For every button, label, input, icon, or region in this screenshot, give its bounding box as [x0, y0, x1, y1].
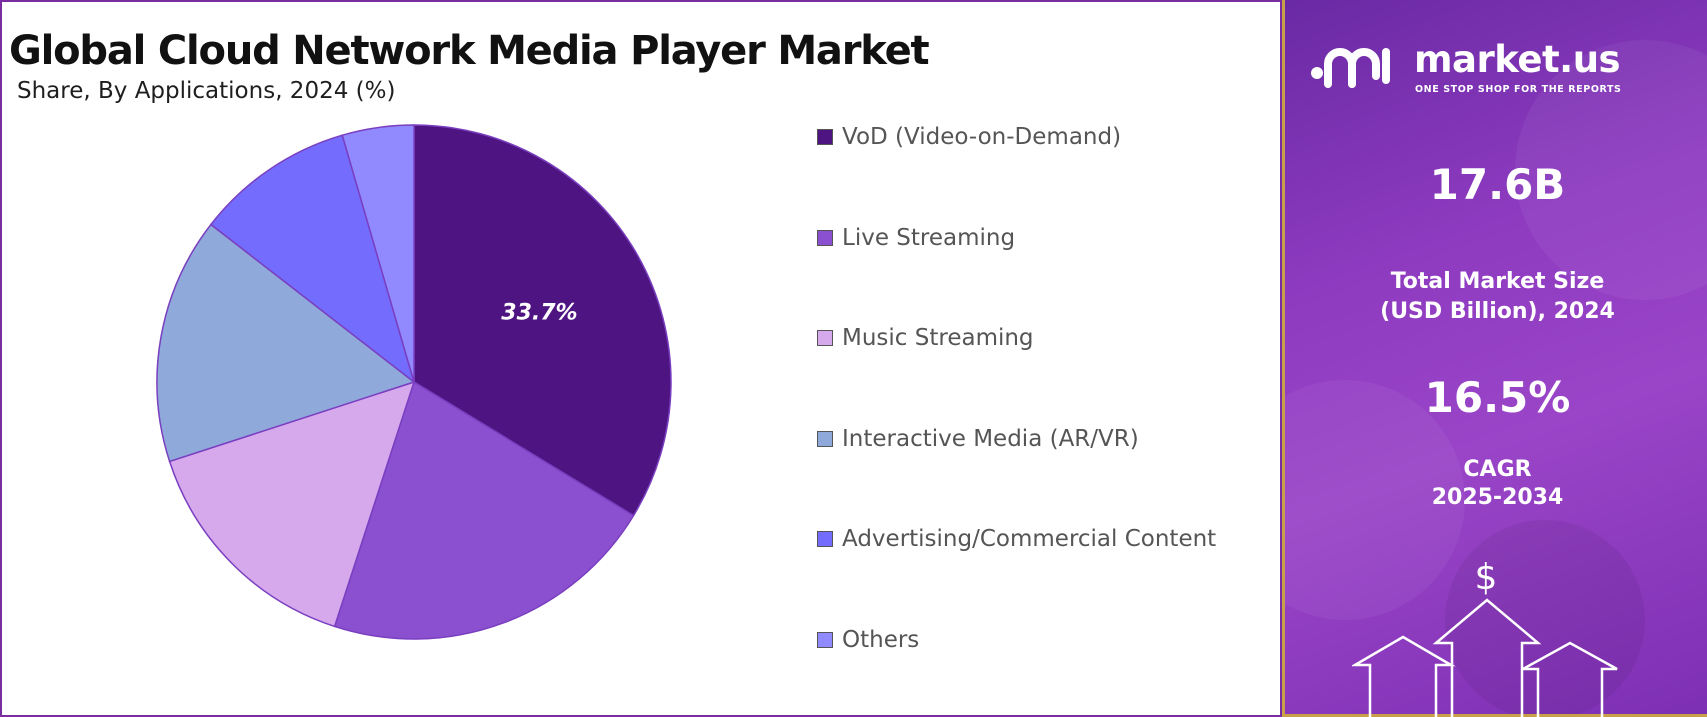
legend-label: VoD (Video-on-Demand) [842, 124, 1122, 150]
chart-panel: Global Cloud Network Media Player Market… [0, 0, 1282, 717]
pie-slice-1 [333, 380, 635, 640]
legend-item: Advertising/Commercial Content [817, 519, 1216, 559]
legend-swatch [817, 330, 833, 346]
cagr-label: CAGR 2025-2034 [1285, 456, 1707, 512]
legend-swatch [817, 430, 833, 447]
cagr-label-line1: CAGR [1463, 457, 1532, 482]
legend-item: Interactive Media (AR/VR) [817, 419, 1139, 459]
background-decoration [1445, 520, 1645, 714]
legend-label: Advertising/Commercial Content [842, 526, 1217, 552]
pie-slice-0 [413, 124, 672, 517]
dollar-icon: $ [1475, 557, 1498, 598]
legend-swatch [817, 531, 833, 547]
chart-title: Global Cloud Network Media Player Market [9, 28, 930, 74]
legend-label: Others [842, 626, 920, 653]
growth-arrows-icon [1352, 598, 1618, 717]
info-panel: market.us ONE STOP SHOP FOR THE REPORTS … [1282, 0, 1707, 717]
legend-item: VoD (Video-on-Demand) [817, 117, 1121, 157]
chart-subtitle: Share, By Applications, 2024 (%) [17, 78, 396, 104]
cagr-value: 16.5% [1424, 373, 1571, 422]
legend-swatch [817, 229, 833, 246]
pie-slice-3 [156, 223, 416, 463]
pie-data-label: 33.7% [501, 300, 577, 325]
brand-name: market.us [1414, 38, 1621, 81]
currency-symbol: $ [1475, 557, 1498, 598]
market-us-logo-icon [1311, 48, 1390, 88]
brand-header: market.us ONE STOP SHOP FOR THE REPORTS [1310, 36, 1690, 96]
legend-swatch [817, 129, 833, 145]
legend-label: Interactive Media (AR/VR) [842, 425, 1139, 452]
brand-tagline: ONE STOP SHOP FOR THE REPORTS [1415, 84, 1622, 95]
pie-slice-2 [168, 380, 416, 628]
pie-slice-4 [209, 134, 416, 385]
pie-slice-5 [341, 124, 415, 383]
legend-item: Others [817, 620, 919, 660]
pie-chart: 33.7% [156, 124, 672, 640]
market-size-value: 17.6B [1429, 160, 1566, 209]
market-size-label: Total Market Size (USD Billion), 2024 [1285, 267, 1707, 327]
legend-item: Music Streaming [817, 318, 1034, 358]
market-size-label-line1: Total Market Size [1390, 269, 1605, 294]
market-size-label-line2: (USD Billion), 2024 [1380, 299, 1615, 324]
legend-item: Live Streaming [817, 218, 1015, 258]
legend-label: Live Streaming [842, 224, 1016, 251]
legend-swatch [817, 631, 833, 648]
legend-label: Music Streaming [842, 325, 1034, 351]
cagr-label-line2: 2025-2034 [1431, 485, 1564, 510]
